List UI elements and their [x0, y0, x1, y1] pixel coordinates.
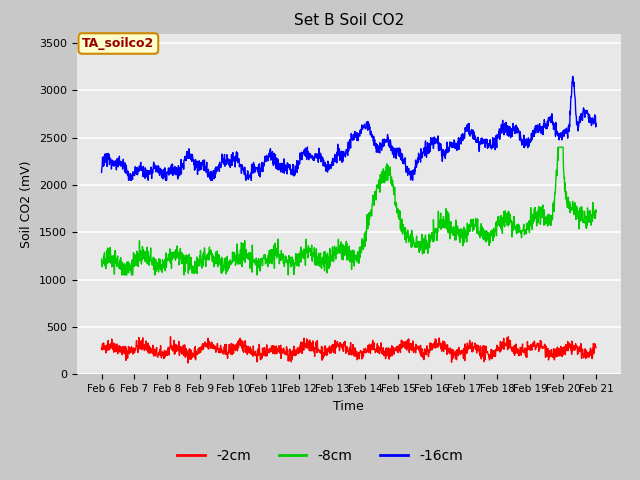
X-axis label: Time: Time: [333, 400, 364, 413]
Legend: -2cm, -8cm, -16cm: -2cm, -8cm, -16cm: [172, 443, 468, 468]
Y-axis label: Soil CO2 (mV): Soil CO2 (mV): [20, 160, 33, 248]
Title: Set B Soil CO2: Set B Soil CO2: [294, 13, 404, 28]
Text: TA_soilco2: TA_soilco2: [82, 37, 154, 50]
